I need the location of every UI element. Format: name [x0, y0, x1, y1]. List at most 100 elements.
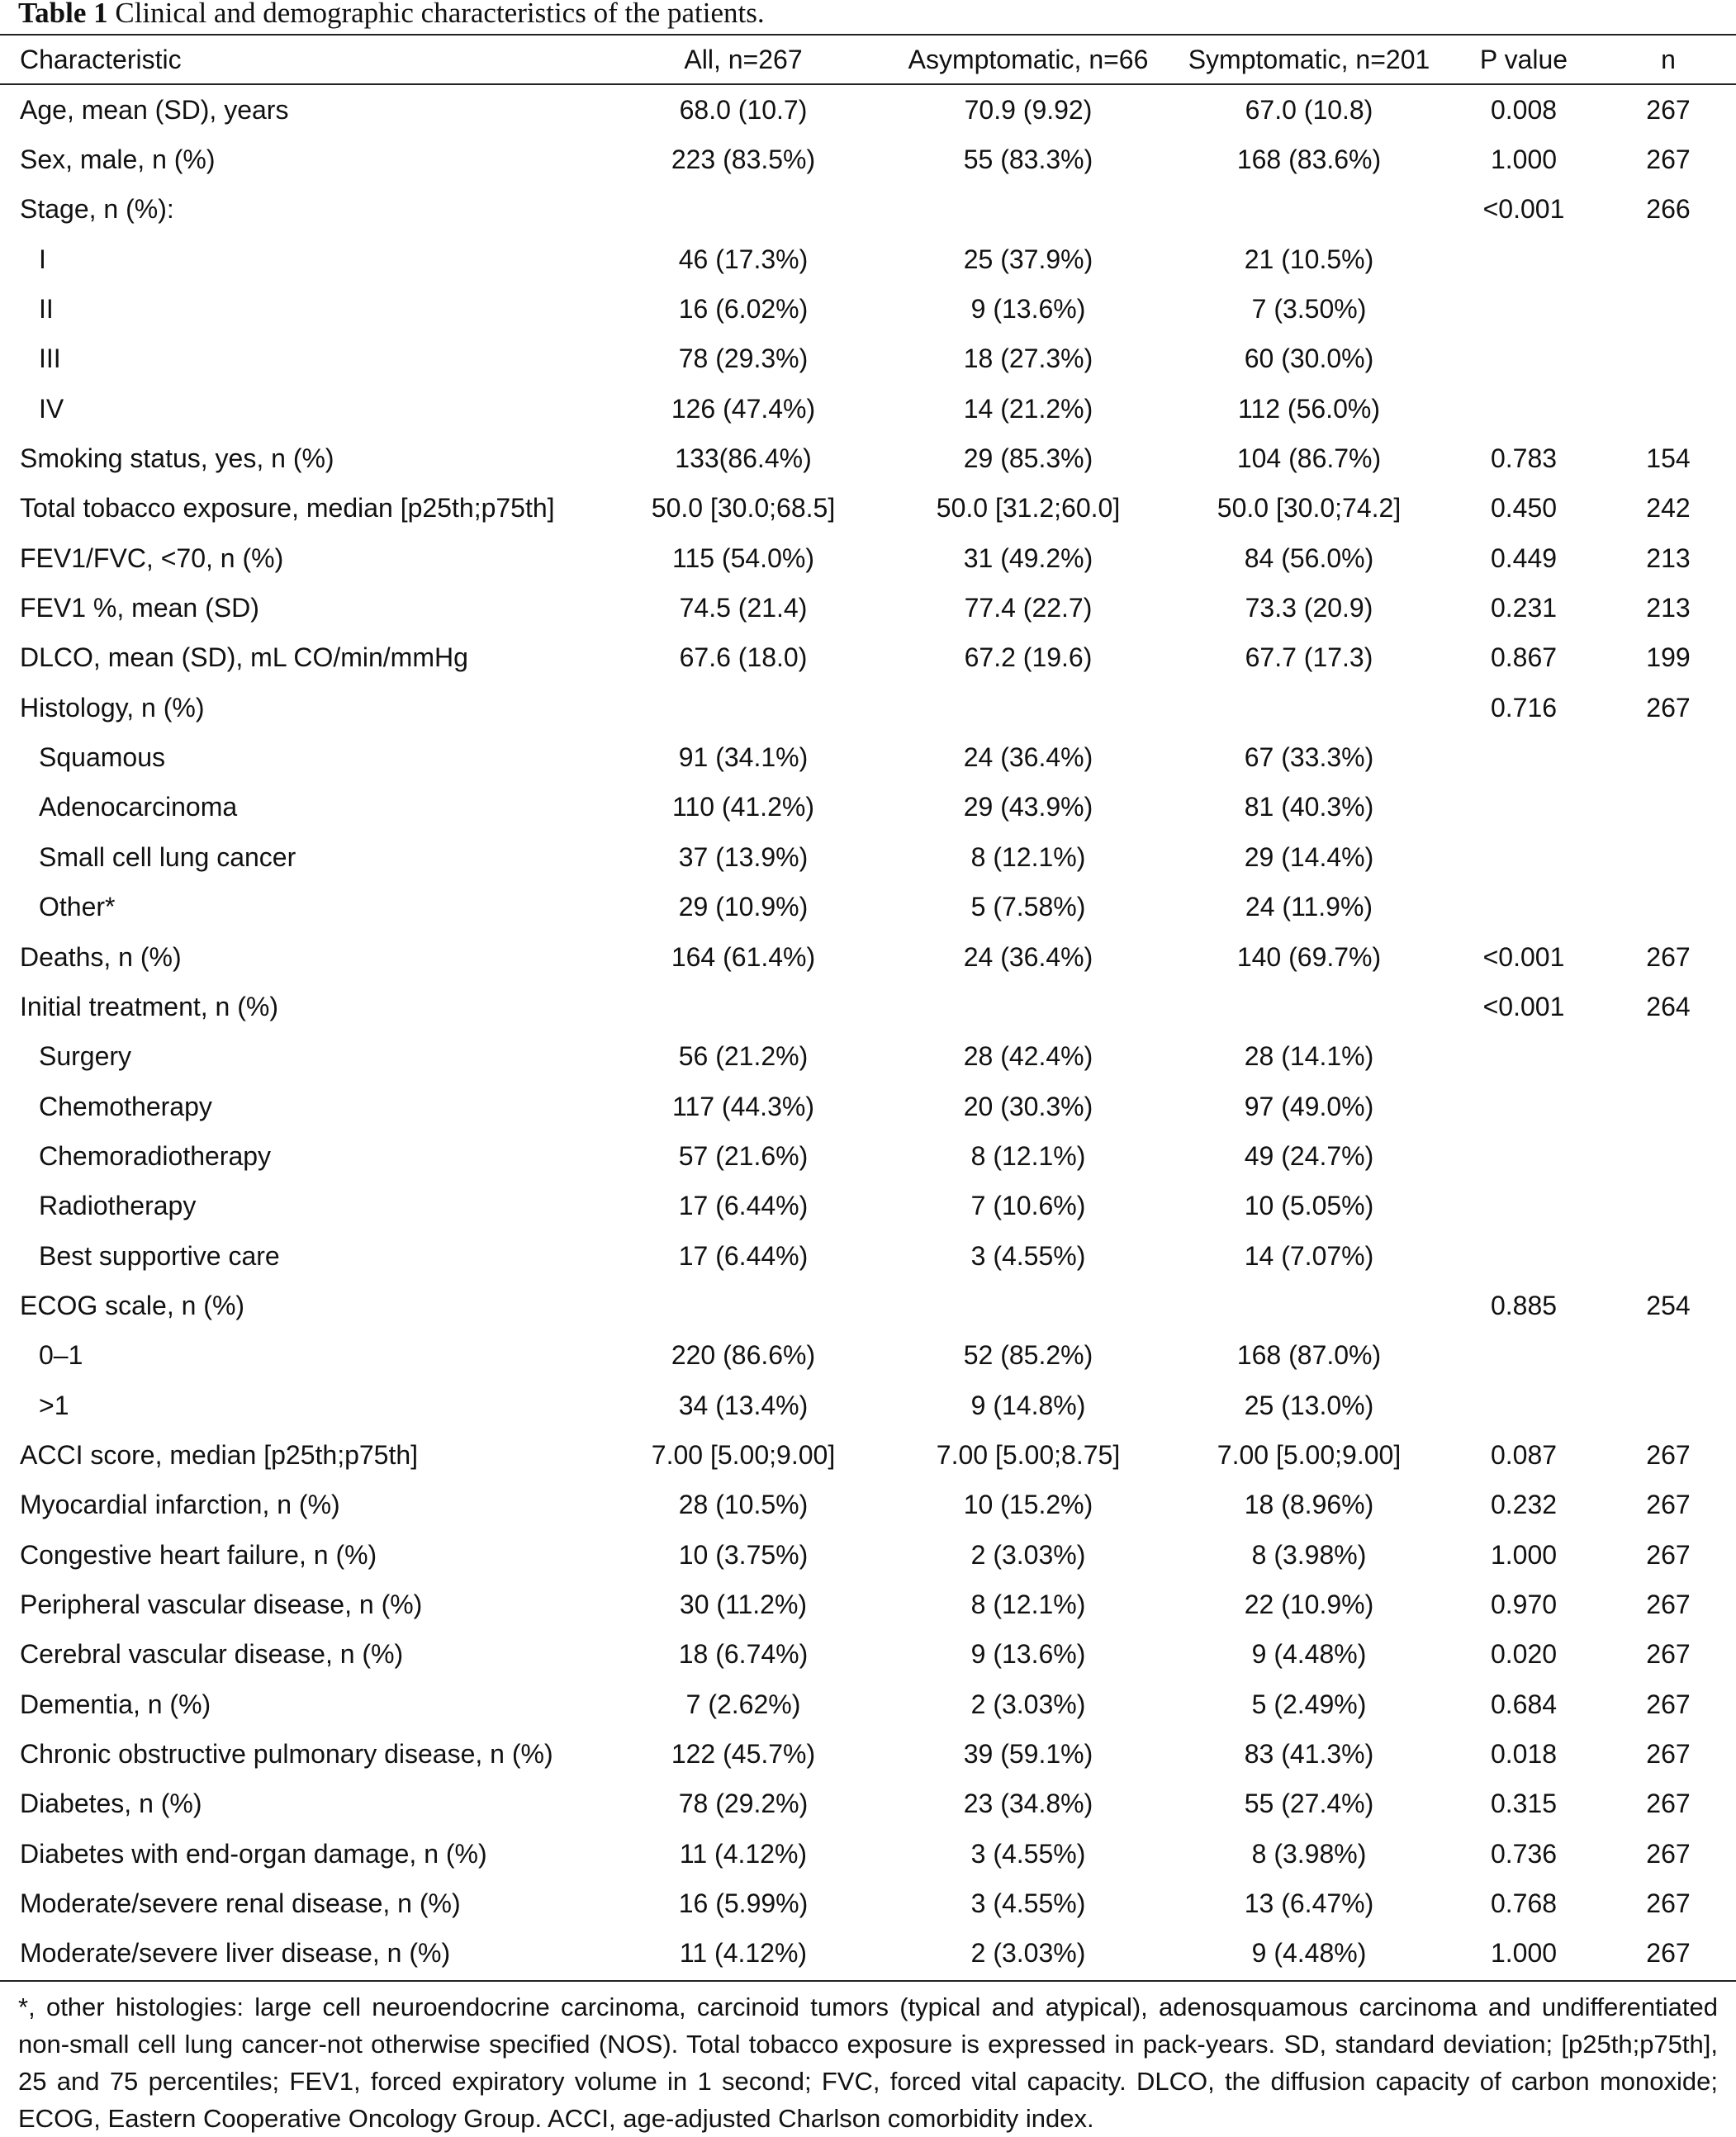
row-label: ACCI score, median [p25th;p75th] — [20, 1439, 419, 1470]
cell-n: 267 — [1646, 692, 1691, 723]
cell-p-value: 0.450 — [1490, 493, 1558, 524]
cell-n — [1598, 284, 1736, 334]
row-label: Smoking status, yes, n (%) — [20, 443, 334, 474]
row-label: Chronic obstructive pulmonary disease, n… — [20, 1739, 553, 1770]
cell-all: 115 (54.0%) — [672, 543, 814, 573]
row-label: Cerebral vascular disease, n (%) — [20, 1639, 404, 1670]
cell-asymptomatic: 9 (13.6%) — [970, 294, 1086, 325]
cell-symptomatic: 29 (14.4%) — [1244, 841, 1374, 872]
header-all: All, n=267 — [684, 44, 803, 74]
row-label: Diabetes with end-organ damage, n (%) — [20, 1838, 487, 1869]
cell-n — [1598, 334, 1736, 384]
table-row: ACCI score, median [p25th;p75th] 7.00 [5.… — [0, 1430, 1736, 1480]
table-row: Age, mean (SD), years 68.0 (10.7) 70.9 (9.… — [0, 85, 1736, 135]
cell-all: 7.00 [5.00;9.00] — [651, 1439, 836, 1470]
row-label: I — [39, 244, 46, 274]
row-label: ECOG scale, n (%) — [20, 1290, 245, 1320]
cell-all: 11 (4.12%) — [679, 1938, 808, 1969]
cell-symptomatic: 49 (24.7%) — [1244, 1140, 1374, 1171]
row-label: Radiotherapy — [39, 1191, 197, 1221]
row-label: Small cell lung cancer — [39, 841, 296, 872]
cell-asymptomatic: 3 (4.55%) — [970, 1240, 1086, 1271]
cell-p-value: 0.970 — [1490, 1589, 1558, 1619]
cell-all: 91 (34.1%) — [678, 742, 809, 773]
cell-p-value — [1458, 832, 1590, 882]
cell-all: 30 (11.2%) — [679, 1589, 808, 1619]
cell-p-value — [1458, 235, 1590, 284]
cell-n — [1598, 384, 1736, 434]
cell-asymptomatic: 7 (10.6%) — [970, 1191, 1086, 1221]
cell-p-value — [1458, 1381, 1590, 1430]
cell-all: 16 (6.02%) — [678, 294, 809, 325]
cell-p-value: 0.867 — [1490, 642, 1558, 673]
cell-p-value: 0.885 — [1490, 1290, 1558, 1320]
cell-asymptomatic: 3 (4.55%) — [970, 1838, 1086, 1869]
row-label: FEV1 %, mean (SD) — [20, 593, 259, 623]
cell-all: 7 (2.62%) — [685, 1689, 801, 1719]
cell-n: 267 — [1646, 1490, 1691, 1520]
cell-n — [1598, 883, 1736, 932]
cell-all: 223 (83.5%) — [671, 145, 816, 175]
cell-symptomatic: 168 (83.6%) — [1236, 145, 1382, 175]
cell-all: 28 (10.5%) — [678, 1490, 809, 1520]
cell-all: 17 (6.44%) — [678, 1240, 809, 1271]
row-label: Moderate/severe renal disease, n (%) — [20, 1888, 461, 1919]
table-row: Smoking status, yes, n (%) 133(86.4%) 29 (… — [0, 434, 1736, 483]
table-row: Dementia, n (%) 7 (2.62%) 2 (3.03%) 5 (2.49… — [0, 1680, 1736, 1729]
cell-p-value: <0.001 — [1482, 941, 1565, 972]
header-p-value: P value — [1479, 44, 1568, 74]
cell-n: 154 — [1646, 443, 1691, 474]
row-label: Other* — [39, 892, 116, 922]
table-header-row: Characteristic All, n=267 Asymptomatic, … — [0, 36, 1736, 83]
table-row: Other* 29 (10.9%) 5 (7.58%) 24 (11.9%) — [0, 883, 1736, 932]
cell-symptomatic: 104 (86.7%) — [1236, 443, 1382, 474]
row-label: Stage, n (%): — [20, 194, 174, 225]
cell-all: 220 (86.6%) — [671, 1340, 816, 1371]
cell-n — [1598, 1082, 1736, 1131]
table-row: Deaths, n (%) 164 (61.4%) 24 (36.4%) 140 (6… — [0, 932, 1736, 982]
cell-asymptomatic: 9 (13.6%) — [970, 1639, 1086, 1670]
cell-p-value: <0.001 — [1482, 194, 1565, 225]
cell-n: 267 — [1646, 145, 1691, 175]
table-row: Chemoradiotherapy 57 (21.6%) 8 (12.1%) 49 (… — [0, 1131, 1736, 1181]
cell-asymptomatic: 31 (49.2%) — [963, 543, 1093, 573]
cell-n — [1598, 783, 1736, 832]
cell-p-value — [1458, 384, 1590, 434]
table-top-rule — [0, 34, 1736, 36]
cell-asymptomatic: 14 (21.2%) — [963, 393, 1093, 424]
table-caption-label: Table 1 — [18, 0, 108, 29]
table-row: Adenocarcinoma 110 (41.2%) 29 (43.9%) 81 (4… — [0, 783, 1736, 832]
cell-p-value: 0.232 — [1490, 1490, 1558, 1520]
cell-n: 266 — [1646, 194, 1691, 225]
cell-all: 133(86.4%) — [675, 443, 812, 474]
cell-n — [1598, 1131, 1736, 1181]
cell-symptomatic: 18 (8.96%) — [1244, 1490, 1374, 1520]
table-row: Chemotherapy 117 (44.3%) 20 (30.3%) 97 (49.… — [0, 1082, 1736, 1131]
row-label: Histology, n (%) — [20, 692, 205, 723]
row-label: Squamous — [39, 742, 165, 773]
table-row: Myocardial infarction, n (%) 28 (10.5%) 10… — [0, 1481, 1736, 1530]
cell-symptomatic: 67 (33.3%) — [1244, 742, 1374, 773]
cell-p-value: 0.020 — [1490, 1639, 1558, 1670]
table-row: ECOG scale, n (%) 0.885 254 — [0, 1281, 1736, 1330]
cell-all — [611, 683, 875, 732]
row-label: IV — [39, 393, 64, 424]
cell-symptomatic: 8 (3.98%) — [1251, 1539, 1367, 1570]
cell-p-value: 0.716 — [1490, 692, 1558, 723]
row-label: Total tobacco exposure, median [p25th;p7… — [20, 493, 555, 524]
row-label: Dementia, n (%) — [20, 1689, 211, 1719]
table-row: FEV1/FVC, <70, n (%) 115 (54.0%) 31 (49.2%… — [0, 533, 1736, 583]
cell-symptomatic: 28 (14.1%) — [1244, 1041, 1374, 1072]
cell-symptomatic: 112 (56.0%) — [1238, 393, 1380, 424]
cell-p-value — [1458, 1231, 1590, 1281]
cell-n — [1598, 1032, 1736, 1082]
cell-n: 267 — [1646, 1739, 1691, 1770]
table-row: Moderate/severe liver disease, n (%) 11 (… — [0, 1929, 1736, 1978]
cell-p-value — [1458, 1082, 1590, 1131]
cell-all: 50.0 [30.0;68.5] — [651, 493, 836, 524]
cell-all: 57 (21.6%) — [678, 1140, 809, 1171]
cell-p-value: 0.736 — [1490, 1838, 1558, 1869]
table-row: IV 126 (47.4%) 14 (21.2%) 112 (56.0%) — [0, 384, 1736, 434]
cell-all — [611, 185, 875, 235]
cell-all: 37 (13.9%) — [678, 841, 809, 872]
